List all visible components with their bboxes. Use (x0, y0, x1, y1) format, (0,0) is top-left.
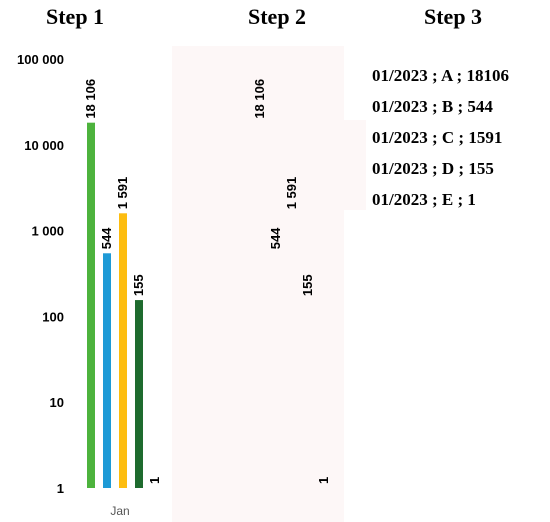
step3-line: 01/2023 ; B ; 544 (372, 97, 493, 116)
step3-background (344, 120, 366, 210)
bar-label-E: 1 (147, 477, 162, 484)
step2-label-E: 1 (316, 477, 331, 484)
bar-data-labels: 18 106 544 1 591 155 1 (83, 79, 162, 484)
y-tick-label: 10 (50, 395, 64, 410)
step2-label-D: 155 (300, 274, 315, 296)
y-axis-tick-labels: 1 10 100 1 000 10 000 100 000 (17, 52, 64, 496)
step3-line: 01/2023 ; C ; 1591 (372, 128, 503, 147)
step3-line: 01/2023 ; D ; 155 (372, 159, 494, 178)
step2-label-A: 18 106 (252, 79, 267, 119)
bar-label-B: 544 (99, 227, 114, 249)
x-tick-label: Jan (110, 504, 129, 518)
bar-A (87, 122, 95, 488)
step2-label-B: 544 (268, 227, 283, 249)
y-tick-label: 10 000 (24, 138, 64, 153)
step3-title: Step 3 (424, 4, 483, 29)
step2-title: Step 2 (248, 4, 307, 29)
bar-C (119, 213, 127, 488)
bar-D (135, 300, 143, 488)
bar-label-C: 1 591 (115, 177, 130, 210)
y-tick-label: 100 000 (17, 52, 64, 67)
y-tick-label: 1 (57, 481, 64, 496)
bar-B (103, 253, 111, 488)
step2-background (172, 46, 344, 522)
step3-line: 01/2023 ; E ; 1 (372, 190, 476, 209)
bar-label-A: 18 106 (83, 79, 98, 119)
y-tick-label: 100 (42, 309, 64, 324)
bar-label-D: 155 (131, 274, 146, 296)
step2-labels-only: 18 106 544 1 591 155 1 (252, 79, 331, 484)
step2-data-labels: 18 106 544 1 591 155 1 (252, 79, 331, 484)
step2-label-C: 1 591 (284, 177, 299, 210)
y-tick-label: 1 000 (31, 224, 64, 239)
step3-list: 01/2023 ; A ; 18106 01/2023 ; B ; 544 01/2… (372, 60, 509, 215)
step3-line: 01/2023 ; A ; 18106 (372, 66, 509, 85)
bars (87, 122, 143, 488)
step1-title: Step 1 (46, 4, 105, 29)
